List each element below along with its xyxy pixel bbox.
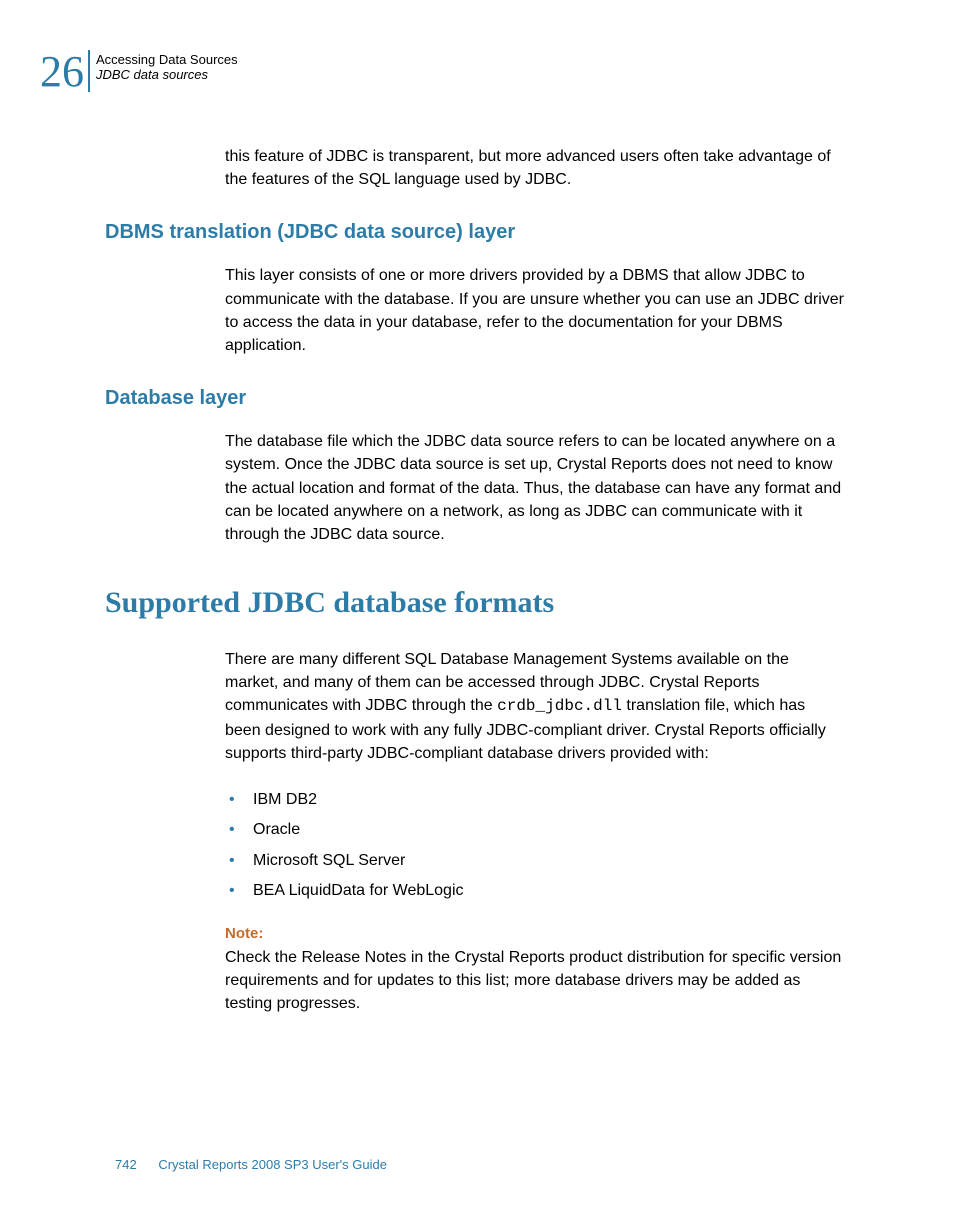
list-item: IBM DB2 xyxy=(225,785,845,815)
page-number: 742 xyxy=(115,1157,137,1172)
main-content: this feature of JDBC is transparent, but… xyxy=(225,145,845,1035)
note-label: Note: xyxy=(225,925,845,942)
heading-database-layer: Database layer xyxy=(105,387,845,410)
dbms-body: This layer consists of one or more drive… xyxy=(225,264,845,357)
list-item: Microsoft SQL Server xyxy=(225,846,845,876)
supported-list: IBM DB2 Oracle Microsoft SQL Server BEA … xyxy=(225,785,845,907)
header-subtitle: JDBC data sources xyxy=(96,67,238,82)
header-divider xyxy=(88,50,90,92)
dblayer-body: The database file which the JDBC data so… xyxy=(225,430,845,546)
header-title: Accessing Data Sources xyxy=(96,52,238,67)
heading-dbms-layer: DBMS translation (JDBC data source) laye… xyxy=(105,221,845,244)
page-footer: 742 Crystal Reports 2008 SP3 User's Guid… xyxy=(115,1157,387,1172)
footer-guide-title: Crystal Reports 2008 SP3 User's Guide xyxy=(158,1157,387,1172)
list-item: Oracle xyxy=(225,815,845,845)
header-text-block: Accessing Data Sources JDBC data sources xyxy=(96,50,238,82)
note-body: Check the Release Notes in the Crystal R… xyxy=(225,946,845,1016)
intro-paragraph: this feature of JDBC is transparent, but… xyxy=(225,145,845,191)
heading-supported-formats: Supported JDBC database formats xyxy=(105,586,845,620)
code-filename: crdb_jdbc.dll xyxy=(497,697,622,715)
chapter-number: 26 xyxy=(40,50,84,94)
page-header: 26 Accessing Data Sources JDBC data sour… xyxy=(40,50,238,94)
supported-body: There are many different SQL Database Ma… xyxy=(225,648,845,765)
list-item: BEA LiquidData for WebLogic xyxy=(225,876,845,906)
